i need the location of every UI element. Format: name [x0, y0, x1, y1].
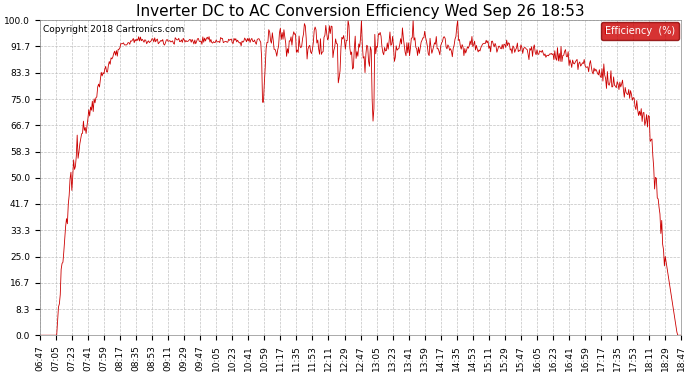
Title: Inverter DC to AC Conversion Efficiency Wed Sep 26 18:53: Inverter DC to AC Conversion Efficiency … [136, 4, 585, 19]
Text: Copyright 2018 Cartronics.com: Copyright 2018 Cartronics.com [43, 25, 184, 34]
Legend: Efficiency  (%): Efficiency (%) [602, 22, 680, 40]
